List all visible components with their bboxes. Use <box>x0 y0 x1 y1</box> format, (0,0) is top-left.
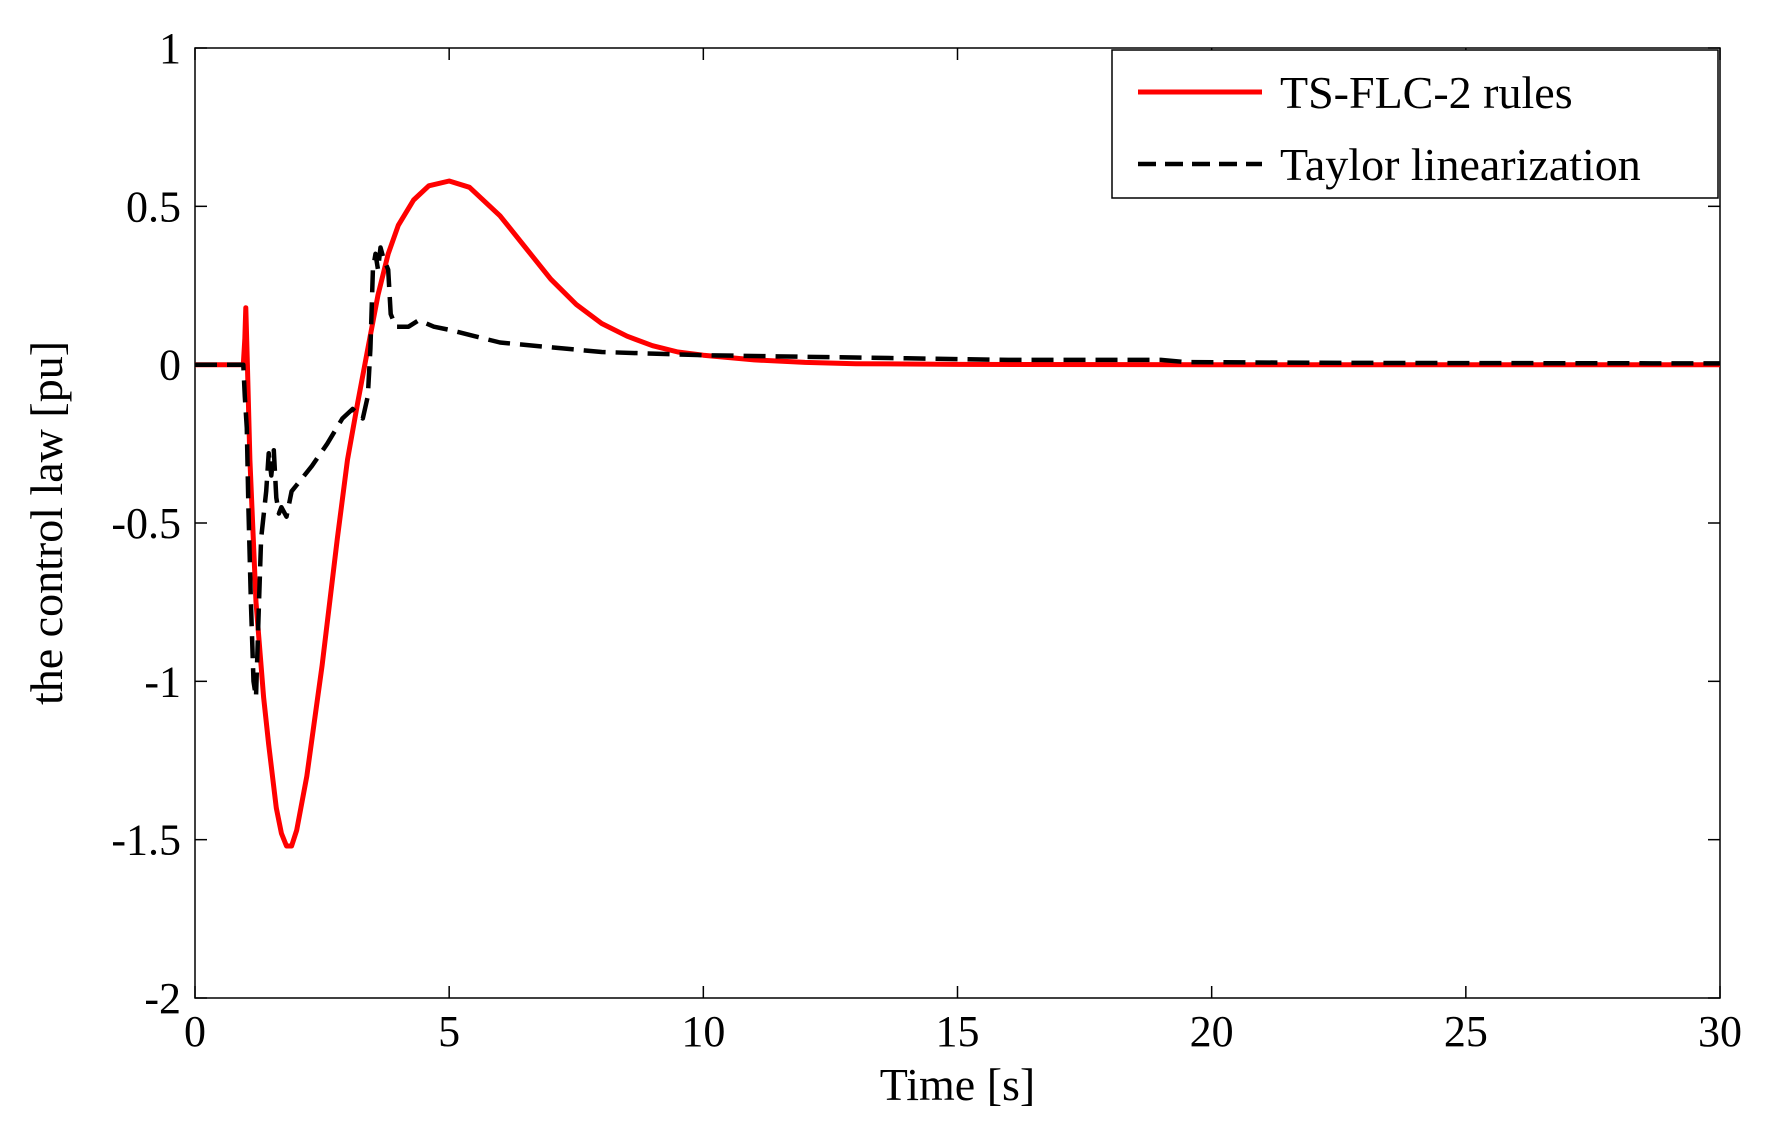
legend-label-taylor: Taylor linearization <box>1280 139 1641 190</box>
x-tick-label: 15 <box>936 1007 980 1056</box>
series-layer <box>195 178 1721 849</box>
legend-box <box>1111 49 1719 199</box>
legend: TS-FLC-2 rules Taylor linearization <box>1111 49 1719 199</box>
y-axis-label: the control law [pu] <box>21 341 72 705</box>
legend-label-ts-flc: TS-FLC-2 rules <box>1280 67 1573 118</box>
series-line-0 <box>195 178 1720 849</box>
y-tick-label: -1 <box>144 657 181 706</box>
x-axis-label: Time [s] <box>880 1059 1036 1110</box>
axis-ticks: 0 5 10 15 20 25 30 1 0.5 0 -0.5 -1 -1.5 -2 <box>111 24 1742 1056</box>
x-tick-label: 5 <box>438 1007 460 1056</box>
x-tick-label: 30 <box>1698 1007 1742 1056</box>
x-tick-label: 25 <box>1444 1007 1488 1056</box>
y-tick-label: 0.5 <box>126 182 181 231</box>
y-tick-label: 1 <box>159 24 181 73</box>
y-tick-label: -0.5 <box>111 499 181 548</box>
x-tick-label: 0 <box>184 1007 206 1056</box>
y-tick-label: 0 <box>159 341 181 390</box>
x-tick-label: 10 <box>681 1007 725 1056</box>
x-tick-label: 20 <box>1190 1007 1234 1056</box>
plot-area-frame <box>194 47 1721 999</box>
y-tick-label: -2 <box>144 974 181 1023</box>
y-tick-label: -1.5 <box>111 816 181 865</box>
series-line-1 <box>195 245 1721 700</box>
